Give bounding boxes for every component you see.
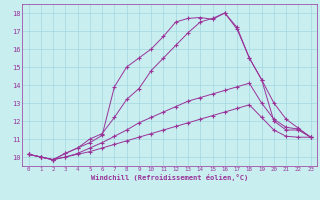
X-axis label: Windchill (Refroidissement éolien,°C): Windchill (Refroidissement éolien,°C) — [91, 174, 248, 181]
